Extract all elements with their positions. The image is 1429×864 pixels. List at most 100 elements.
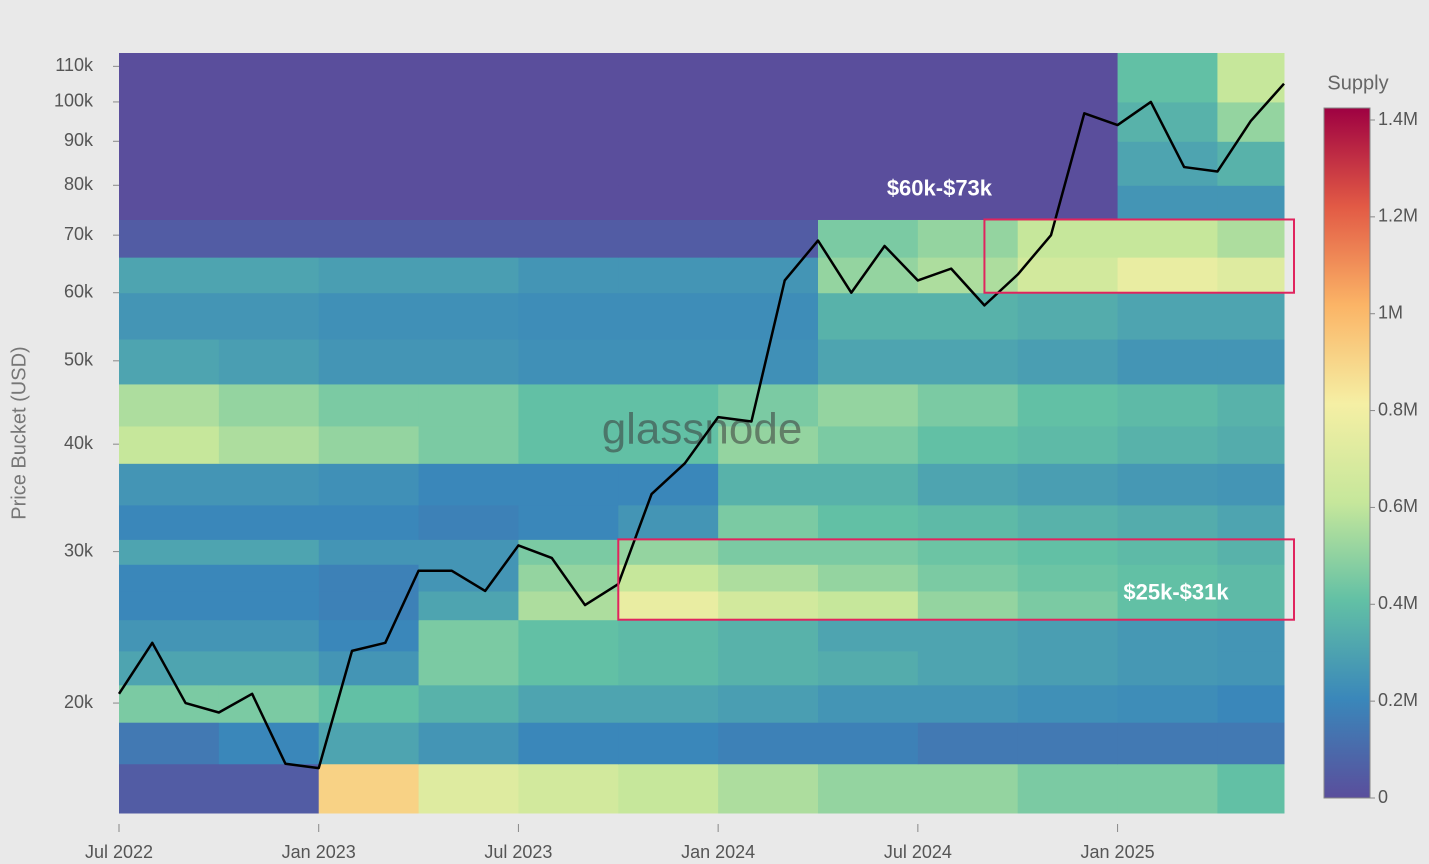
heat-cell [1217,141,1285,186]
heat-cell [218,763,320,814]
colorbar-tick-label: 1.4M [1378,109,1418,129]
heat-cell [318,684,420,723]
heat-cell [518,101,619,142]
heat-cell [119,619,220,652]
heat-cell [618,53,719,103]
heat-cell [119,292,220,340]
heat-cell [718,763,819,814]
heat-cell [119,564,220,592]
heat-cell [418,539,519,565]
heat-cell [1217,383,1285,427]
heat-cell [518,684,619,723]
heat-cell [218,292,320,340]
heat-cell [518,141,619,186]
heat-cell [1017,141,1119,186]
heat-cell [1017,684,1119,723]
heat-cell [618,722,719,765]
heat-cell [1117,619,1218,652]
heat-cell [818,383,919,427]
heat-cell [818,722,919,765]
heat-cell [818,619,919,652]
heat-cell [119,185,220,220]
heat-cell [917,722,1019,765]
heat-cell [917,53,1019,103]
heat-cell [518,383,619,427]
annotation-box [983,218,1296,294]
heat-cell [1217,257,1285,294]
heat-cell [718,722,819,765]
heat-cell [917,101,1019,142]
heat-cell [1117,425,1218,464]
heat-cell [418,292,519,340]
heat-cell [818,219,919,258]
heat-cell [1017,619,1119,652]
heat-cell [1217,539,1285,565]
heat-cell [818,763,919,814]
colorbar-tick-label: 0.8M [1378,399,1418,419]
y-tick-label: 70k [64,224,94,244]
heat-cell [818,292,919,340]
heat-cell [1017,590,1119,621]
heat-cell [518,463,619,506]
heat-cell [218,590,320,621]
heat-cell [917,590,1019,621]
heat-cell [1017,339,1119,385]
heat-cell [718,463,819,506]
heat-cell [618,339,719,385]
y-tick-label: 30k [64,540,94,560]
heat-cell [1017,504,1119,540]
heat-cell [618,650,719,686]
heat-cell [218,619,320,652]
heat-cell [618,219,719,258]
heat-cell [618,257,719,294]
heat-cell [917,219,1019,258]
heat-cell [917,425,1019,464]
heat-cell [1217,292,1285,340]
heat-cell [119,101,220,142]
heat-cell [818,53,919,103]
heat-cell [818,650,919,686]
heat-cell [318,590,420,621]
heat-cell [119,383,220,427]
heat-cell [718,257,819,294]
heat-cell [218,463,320,506]
heat-cell [119,590,220,621]
heat-cell [119,53,220,103]
heat-cell [618,425,719,464]
heat-cell [718,141,819,186]
heat-cell [318,101,420,142]
heat-cell [818,463,919,506]
colorbar-tick-label: 0.4M [1378,593,1418,613]
heat-cell [718,564,819,592]
heat-cell [418,383,519,427]
heat-cell [1117,219,1218,258]
heat-cell [1117,383,1218,427]
heat-cell [718,650,819,686]
colorbar-tick-label: 1M [1378,302,1403,322]
heat-cell [718,504,819,540]
colorbar [1323,107,1371,799]
watermark: glassnode [602,405,803,454]
x-tick-label: Jul 2022 [85,842,153,862]
heat-cell [818,564,919,592]
x-tick-label: Jan 2023 [282,842,356,862]
heat-cell [518,219,619,258]
heat-cell [1017,722,1119,765]
heat-cell [418,257,519,294]
heat-cell [518,590,619,621]
heat-cell [917,463,1019,506]
heat-cell [418,763,519,814]
heat-cell [119,722,220,765]
heat-cell [218,141,320,186]
heat-cell [818,684,919,723]
heat-cell [1017,463,1119,506]
heat-cell [618,383,719,427]
heat-cell [718,101,819,142]
heat-cell [318,564,420,592]
heat-cell [1117,292,1218,340]
heat-cell [1117,564,1218,592]
heat-cell [1017,763,1119,814]
heat-cell [218,219,320,258]
heat-cell [418,53,519,103]
heat-cell [1217,339,1285,385]
